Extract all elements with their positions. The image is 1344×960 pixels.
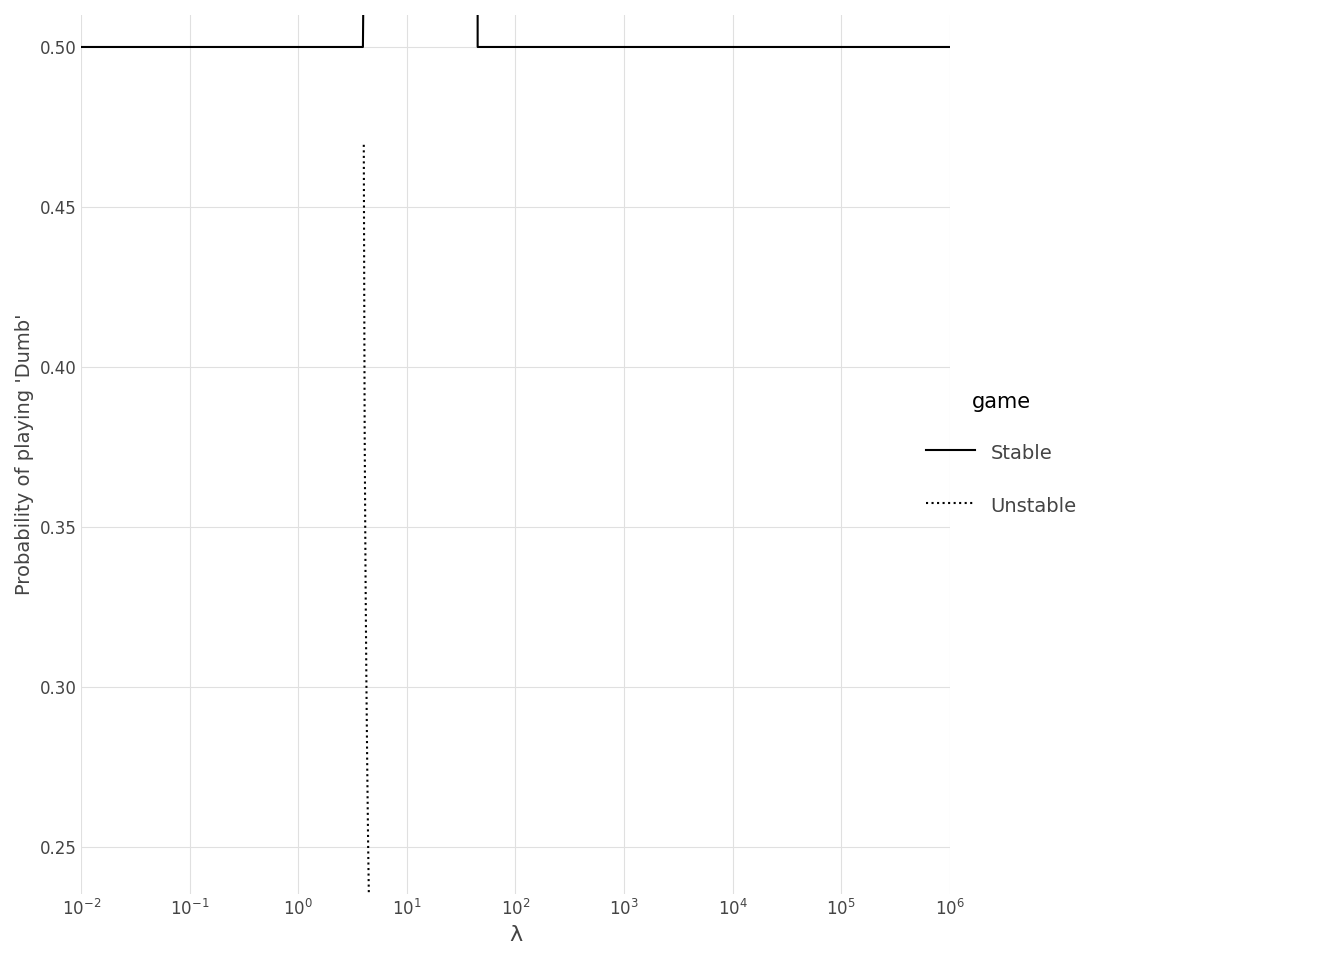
Line: Stable: Stable: [81, 0, 950, 47]
Y-axis label: Probability of playing 'Dumb': Probability of playing 'Dumb': [15, 314, 34, 595]
Stable: [161, 41, 177, 53]
Stable: [942, 41, 958, 53]
X-axis label: λ: λ: [509, 925, 521, 945]
Line: Unstable: Unstable: [364, 145, 477, 960]
Stable: [671, 41, 687, 53]
Stable: [767, 41, 784, 53]
Stable: [73, 41, 89, 53]
Stable: [751, 41, 767, 53]
Legend: Stable, Unstable: Stable, Unstable: [907, 372, 1097, 537]
